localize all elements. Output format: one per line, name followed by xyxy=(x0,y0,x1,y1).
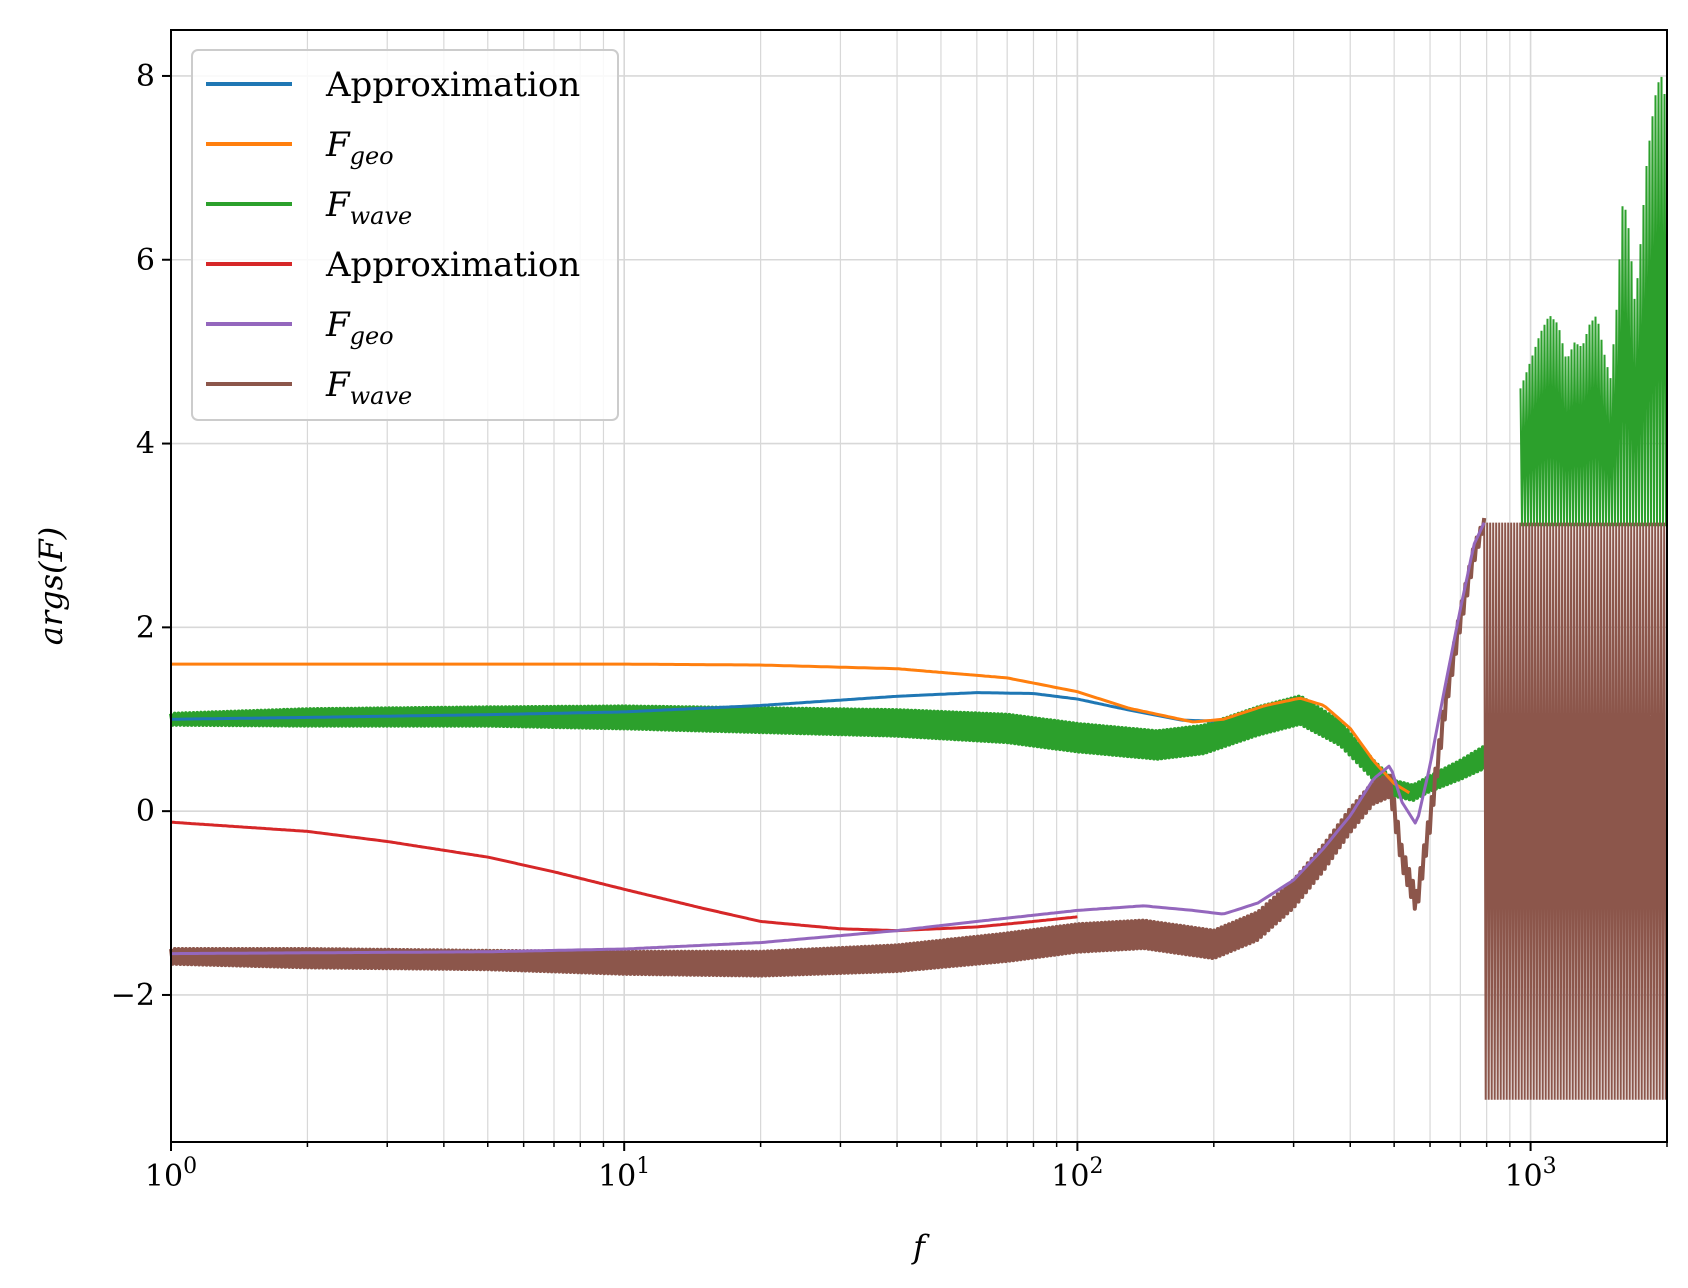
y-tick-label: 4 xyxy=(136,427,155,462)
series-tail-f-wave xyxy=(1483,522,1667,1100)
y-tick-label: 2 xyxy=(136,610,155,645)
x-axis-label: f xyxy=(911,1228,930,1266)
y-tick-label: 6 xyxy=(136,243,155,278)
legend-label: Fgeo xyxy=(325,125,394,170)
series-line-f-geo xyxy=(171,662,1411,795)
legend-label: Fgeo xyxy=(325,305,394,350)
legend-label: Fwave xyxy=(325,185,412,230)
legend-label: Approximation xyxy=(325,65,580,105)
y-tick-label: 0 xyxy=(136,794,155,829)
x-tick-label: 100 xyxy=(145,1154,197,1194)
y-tick-label: −2 xyxy=(111,978,155,1013)
series-line-approximation xyxy=(170,691,1214,723)
series-line-f-wave xyxy=(169,694,1489,802)
plot-area xyxy=(169,76,1667,1100)
y-tick-label: 8 xyxy=(136,59,155,94)
series-line-f-geo xyxy=(171,521,1486,956)
x-tick-label: 101 xyxy=(598,1154,650,1194)
x-tick-label: 103 xyxy=(1504,1154,1556,1194)
legend-label: Approximation xyxy=(325,245,580,285)
axes: 100 101 102 103 −2 0 2 4 6 8 f args(F) xyxy=(32,29,1668,1266)
series-line-f-wave xyxy=(169,517,1487,978)
y-axis-label: args(F) xyxy=(32,527,70,645)
series-tail-f-wave xyxy=(1519,76,1667,527)
legend-box xyxy=(191,49,619,421)
series-line-approximation xyxy=(170,820,1078,933)
axes-frame xyxy=(170,29,1668,1143)
legend: Approximation Fgeo Fwave Approximation Fgeo F… xyxy=(191,49,619,421)
legend-label: Fwave xyxy=(325,365,412,410)
x-tick-label: 102 xyxy=(1051,1154,1103,1194)
